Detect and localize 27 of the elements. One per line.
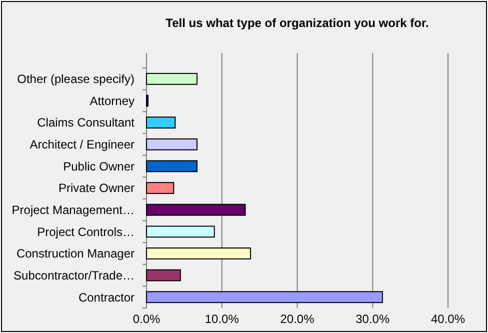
bar xyxy=(146,72,198,85)
y-tick-label: Attorney xyxy=(90,94,134,108)
bar xyxy=(146,138,198,150)
y-tick-label: Contractor xyxy=(78,290,134,304)
y-tick-label: Public Owner xyxy=(63,159,134,174)
bar xyxy=(146,116,176,128)
x-tick-label: 0.0% xyxy=(132,312,160,326)
y-tick-label: Private Owner xyxy=(58,181,134,196)
bar xyxy=(146,160,198,172)
bar xyxy=(146,226,215,238)
y-tick-label: Project Controls… xyxy=(37,224,134,239)
y-tick-label: Architect / Engineer xyxy=(30,138,135,152)
bar xyxy=(146,269,181,282)
bar xyxy=(146,291,383,304)
x-tick-label: 40.0% xyxy=(430,312,466,326)
y-tick-label: Subcontractor/Trade… xyxy=(14,268,134,282)
chart-title: Tell us what type of organization you work for. xyxy=(166,16,429,30)
y-tick-label: Claims Consultant xyxy=(37,116,136,130)
y-tick-label: Construction Manager xyxy=(16,246,134,261)
x-tick-label: 30.0% xyxy=(356,312,390,326)
x-tick-label: 10.0% xyxy=(204,312,240,326)
bar xyxy=(146,204,246,216)
y-tick-label: Other (please specify) xyxy=(17,72,134,86)
bar xyxy=(146,182,174,194)
x-tick-label: 20.0% xyxy=(280,312,315,326)
bar xyxy=(146,248,252,260)
y-tick-label: Project Management… xyxy=(12,203,134,218)
